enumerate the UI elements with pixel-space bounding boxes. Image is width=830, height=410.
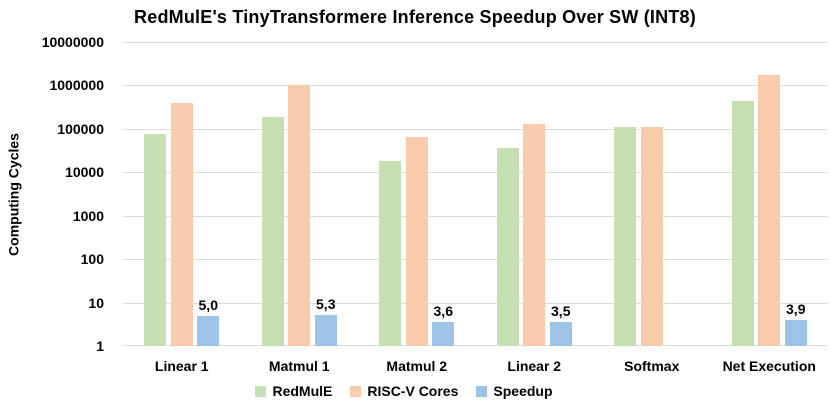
legend-item-risc-v-cores: RISC-V Cores (350, 383, 458, 399)
bar-speedup (197, 315, 220, 346)
gridline (123, 345, 828, 346)
gridline (123, 172, 828, 174)
legend-item-redmule: RedMulE (255, 383, 332, 399)
bar-redmule (731, 101, 754, 346)
y-tick-label: 10 (88, 294, 104, 311)
bar-data-label: 3,9 (786, 301, 806, 318)
y-tick-label: 1000 (72, 207, 104, 224)
bar-risc-v-cores (523, 124, 546, 346)
bar-redmule (261, 116, 284, 346)
gridline (123, 42, 828, 43)
y-tick-label: 1000000 (49, 77, 104, 94)
y-tick-label: 10000000 (41, 34, 104, 50)
bar-risc-v-cores (288, 85, 311, 346)
legend-swatch-icon (255, 385, 267, 397)
category-label: Net Execution (722, 358, 816, 374)
gridline (123, 259, 828, 261)
category-label: Linear 2 (507, 358, 562, 374)
bar-redmule (496, 148, 519, 346)
legend: RedMulE RISC-V Cores Speedup (0, 380, 808, 402)
category-label: Softmax (624, 358, 680, 374)
gridline (123, 128, 828, 130)
gridline (123, 85, 828, 87)
bar-speedup (314, 314, 337, 346)
category-label: Linear 1 (154, 358, 209, 374)
legend-item-speedup: Speedup (476, 383, 553, 399)
legend-label: RedMulE (272, 383, 333, 399)
bar-redmule (144, 133, 167, 346)
bar-risc-v-cores (405, 137, 428, 346)
y-tick-label: 100 (80, 251, 104, 268)
bar-risc-v-cores (170, 103, 193, 346)
legend-label: Speedup (493, 383, 553, 399)
bar-speedup (432, 321, 455, 346)
bar-risc-v-cores (758, 75, 781, 346)
category-label: Matmul 2 (386, 358, 448, 374)
y-tick-label: 1 (96, 338, 104, 354)
bar-data-label: 3,5 (551, 303, 571, 320)
y-tick-label: 100000 (57, 120, 104, 137)
gridline (123, 215, 828, 217)
y-tick-label: 10000 (65, 164, 104, 181)
bar-speedup (549, 322, 572, 346)
bar-data-label: 5,0 (198, 296, 218, 313)
legend-swatch-icon (476, 385, 488, 397)
chart-title: RedMulE's TinyTransformere Inference Spe… (134, 7, 696, 27)
legend-swatch-icon (350, 385, 362, 397)
bar-data-label: 5,3 (316, 295, 336, 312)
bar-speedup (784, 320, 807, 346)
legend-label: RISC-V Cores (367, 383, 459, 399)
plot-area (123, 42, 828, 346)
category-label: Matmul 1 (268, 358, 330, 374)
gridline (123, 302, 828, 304)
bar-redmule (379, 161, 402, 346)
bar-risc-v-cores (640, 127, 663, 346)
bar-data-label: 3,6 (433, 302, 453, 319)
bar-redmule (614, 127, 637, 346)
